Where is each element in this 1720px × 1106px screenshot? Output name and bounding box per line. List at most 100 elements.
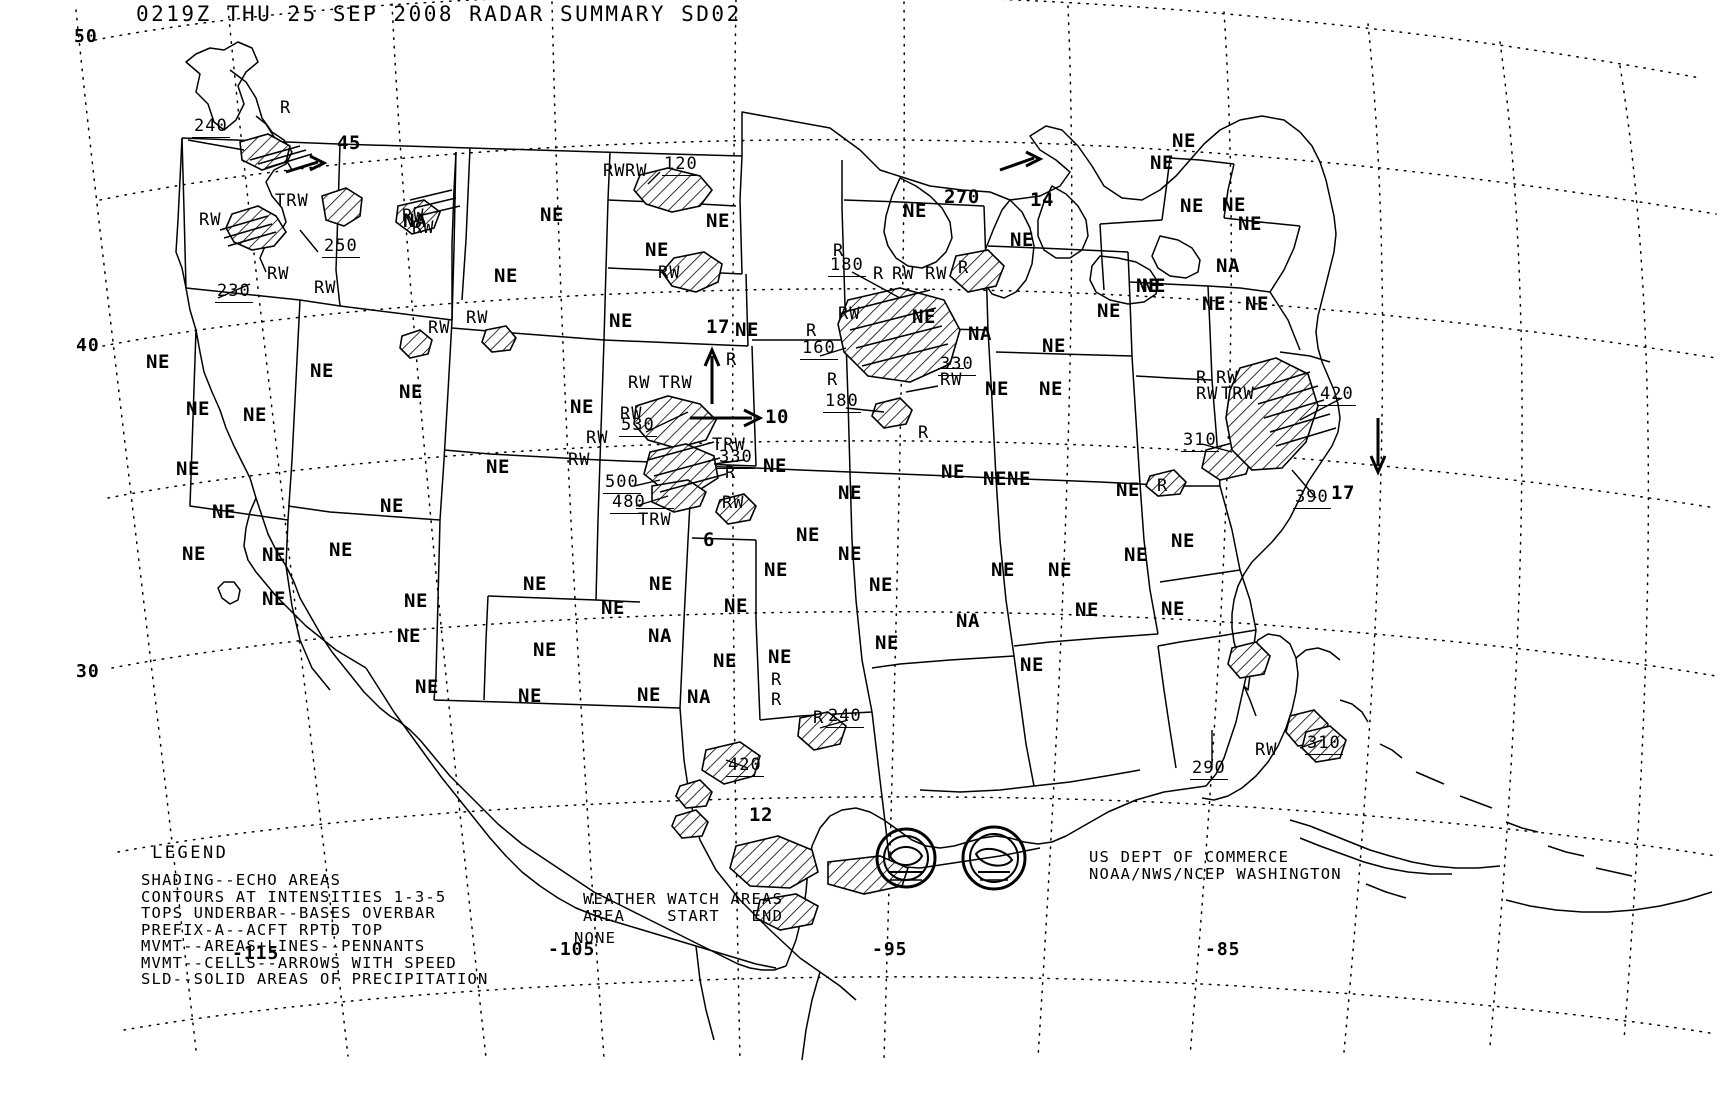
station-status-ne: NE <box>404 590 428 612</box>
station-status-ne: NE <box>540 204 564 226</box>
precip-type-rw: RW <box>838 304 861 324</box>
station-status-ne: NE <box>609 310 633 332</box>
echo-top-330: 330 <box>717 447 755 469</box>
echo-top-530: 530 <box>619 415 657 437</box>
precip-type-r: R <box>1196 368 1208 388</box>
station-status-na: NA <box>403 210 427 232</box>
precip-type-rw: RW <box>402 206 425 226</box>
legend-line-1: SHADING--ECHO AREAS <box>141 871 342 889</box>
station-status-ne: NE <box>875 632 899 654</box>
precip-type-r: R <box>873 264 885 284</box>
echo-top-290: 290 <box>1190 758 1228 780</box>
watch-heading: WEATHER WATCH AREAS <box>583 890 784 908</box>
legend-body: SHADING--ECHO AREAS CONTOURS AT INTENSITI… <box>141 872 489 988</box>
precip-type-rw: RW <box>603 161 626 181</box>
precip-type-r: R <box>827 370 839 390</box>
precip-type-trw: TRW <box>659 373 693 393</box>
echo-top-value: 120 <box>662 154 700 176</box>
latitude-label-50: 50 <box>74 26 98 47</box>
precip-type-rw: RW <box>1216 368 1239 388</box>
station-status-ne: NE <box>903 200 927 222</box>
station-status-ne: NE <box>1116 479 1140 501</box>
precip-type-r: R <box>813 708 825 728</box>
station-status-ne: NE <box>212 501 236 523</box>
echo-base-trw: TRW <box>636 508 674 530</box>
station-status-ne: NE <box>838 543 862 565</box>
station-status-ne: NE <box>1171 530 1195 552</box>
cell-speed-12: 12 <box>749 804 773 826</box>
echo-top-180: 180 <box>828 255 866 277</box>
station-status-ne: NE <box>415 676 439 698</box>
cell-speed-17: 17 <box>706 316 730 338</box>
station-status-ne: NE <box>1136 275 1160 297</box>
precip-type-rw: RW <box>428 318 451 338</box>
precip-type-r: R <box>958 258 970 278</box>
station-status-ne: NE <box>329 539 353 561</box>
precip-type-rw: RW <box>620 404 643 424</box>
watch-none-value: NONE <box>574 929 617 947</box>
station-status-ne: NE <box>523 573 547 595</box>
station-status-ne: NE <box>991 559 1015 581</box>
station-status-ne: NE <box>912 306 936 328</box>
station-status-ne: NE <box>262 544 286 566</box>
station-status-ne: NE <box>1124 544 1148 566</box>
station-status-ne: NE <box>985 378 1009 400</box>
echo-top-480: 480 <box>610 492 648 514</box>
station-status-ne: NE <box>1238 213 1262 235</box>
echo-top-value: 330 <box>938 354 976 376</box>
echo-top-value: 480 <box>610 492 648 514</box>
station-status-ne: NE <box>1222 194 1246 216</box>
cell-speed-14: 14 <box>1030 189 1054 211</box>
echo-top-500: 500 <box>603 472 641 494</box>
precip-type-rw: RW <box>1196 384 1219 404</box>
echo-base-value: R <box>723 461 739 483</box>
echo-top-value: 240 <box>826 706 864 728</box>
legend-line-5: MVMT--AREAS+LINES--PENNANTS <box>141 937 426 955</box>
cell-speed-270: 270 <box>944 186 980 208</box>
precip-type-rw: RW <box>586 428 609 448</box>
station-status-ne: NE <box>380 495 404 517</box>
station-status-ne: NE <box>1150 152 1174 174</box>
precip-type-r: R <box>806 321 818 341</box>
area-movement-pennants <box>219 145 1337 493</box>
station-status-ne: NE <box>735 319 759 341</box>
cell-speed-6: 6 <box>703 529 715 551</box>
precip-type-r: R <box>1157 476 1169 496</box>
political-boundaries <box>175 41 1713 1061</box>
station-status-ne: NE <box>146 351 170 373</box>
precip-type-rw: RW <box>466 308 489 328</box>
station-status-ne: NE <box>1048 559 1072 581</box>
echo-base-value: RW <box>938 368 965 390</box>
latitude-label-30: 30 <box>76 661 100 682</box>
echo-base-rw: RW <box>938 368 965 390</box>
echo-top-value: 420 <box>726 755 764 777</box>
echo-base-value: TRW <box>636 508 674 530</box>
station-status-ne: NE <box>397 625 421 647</box>
echo-top-420: 420 <box>1318 384 1356 406</box>
precip-type-rw: RW <box>199 210 222 230</box>
station-status-ne: NE <box>941 461 965 483</box>
station-status-ne: NE <box>1180 195 1204 217</box>
station-status-ne: NE <box>601 597 625 619</box>
station-status-ne: NE <box>838 482 862 504</box>
echo-top-value: 180 <box>823 391 861 413</box>
station-status-ne: NE <box>1020 654 1044 676</box>
legend-line-3: TOPS UNDERBAR--BASES OVERBAR <box>141 904 436 922</box>
precip-type-rw: RW <box>625 161 648 181</box>
cell-speed-17: 17 <box>1331 482 1355 504</box>
precip-type-rw: RW <box>628 373 651 393</box>
echo-top-value: 310 <box>1181 430 1219 452</box>
station-status-ne: NE <box>768 646 792 668</box>
station-status-ne: NE <box>1202 293 1226 315</box>
precip-type-trw: TRW <box>1221 384 1255 404</box>
echo-top-310: 310 <box>1305 733 1343 755</box>
station-status-ne: NE <box>983 468 1007 490</box>
precip-type-rw: RW <box>892 264 915 284</box>
precip-type-rw: RW <box>314 278 337 298</box>
station-status-ne: NE <box>176 458 200 480</box>
station-status-ne: NE <box>706 210 730 232</box>
nws-seal <box>961 825 1027 891</box>
station-status-na: NA <box>1216 255 1240 277</box>
legend-line-6: MVMT--CELLS--ARROWS WITH SPEED <box>141 953 457 972</box>
